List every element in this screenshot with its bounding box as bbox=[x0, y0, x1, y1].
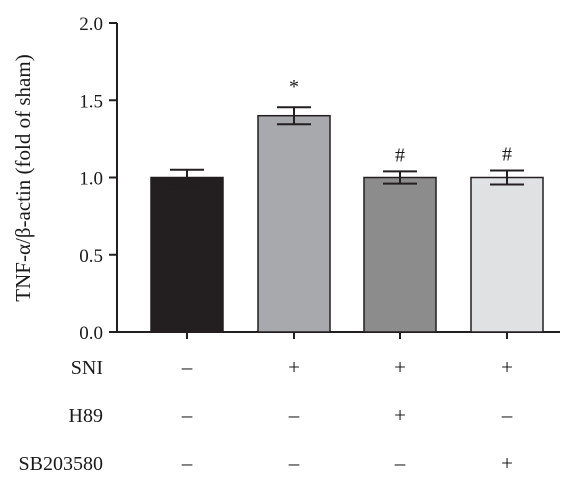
y-axis-title: TNF-α/β-actin (fold of sham) bbox=[11, 54, 35, 301]
bar bbox=[257, 114, 331, 333]
condition-mark: – bbox=[394, 451, 406, 475]
y-tick-label: 0.5 bbox=[79, 246, 103, 267]
condition-mark: – bbox=[288, 451, 300, 475]
condition-mark: – bbox=[181, 451, 193, 475]
condition-mark: – bbox=[181, 403, 193, 427]
condition-mark: – bbox=[501, 403, 513, 427]
y-tick-label: 1.0 bbox=[79, 169, 103, 190]
condition-label: SNI bbox=[71, 357, 103, 379]
significance-mark: # bbox=[502, 144, 512, 166]
bar bbox=[150, 176, 224, 333]
y-tick-label: 1.5 bbox=[79, 91, 103, 112]
condition-mark: + bbox=[501, 451, 513, 475]
bar bbox=[363, 176, 437, 333]
condition-mark: + bbox=[288, 355, 300, 379]
y-tick-label: 0.0 bbox=[79, 323, 103, 344]
condition-mark: – bbox=[288, 403, 300, 427]
bar bbox=[470, 176, 544, 333]
significance-mark: * bbox=[289, 76, 299, 98]
condition-label: SB203580 bbox=[19, 453, 103, 475]
condition-mark: + bbox=[501, 355, 513, 379]
significance-mark: # bbox=[395, 144, 405, 166]
condition-mark: + bbox=[394, 403, 406, 427]
condition-label: H89 bbox=[69, 405, 103, 427]
condition-mark: – bbox=[181, 355, 193, 379]
y-tick-label: 2.0 bbox=[79, 14, 103, 35]
condition-mark: + bbox=[394, 355, 406, 379]
